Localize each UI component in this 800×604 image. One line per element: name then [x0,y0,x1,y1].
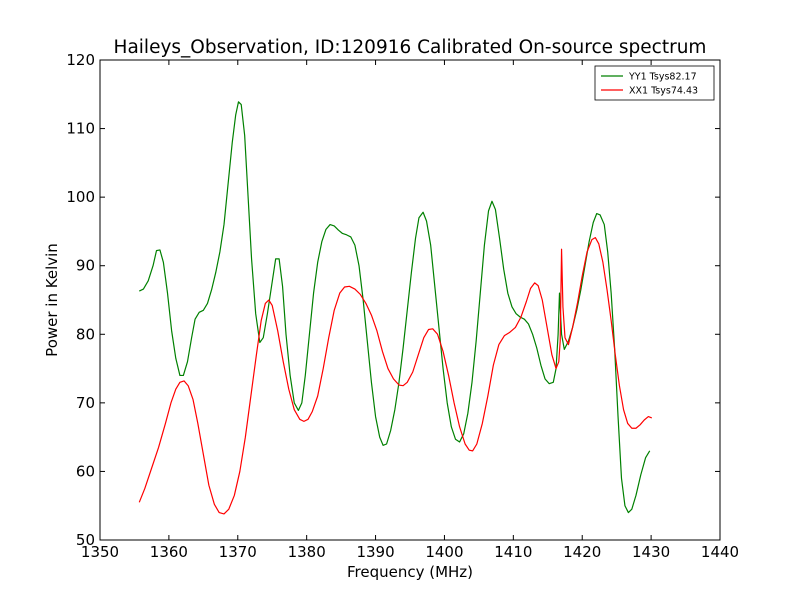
ticks-layer: 1350 1360 1370 1380 1390 1400 1410 1420 1430 1440… [66,51,739,561]
x-tick-label: 1390 [356,543,394,561]
y-tick-label: 80 [76,325,95,343]
y-tick-label: 60 [76,462,95,480]
x-tick-label: 1440 [701,543,739,561]
y-tick-label: 90 [76,257,95,275]
plot-frame [99,59,721,541]
x-tick-label: 1430 [632,543,670,561]
x-tick-label: 1420 [563,543,601,561]
x-axis-label: Frequency (MHz) [347,563,473,581]
legend-label-xx1: XX1 Tsys74.43 [629,86,698,97]
y-axis-label: Power in Kelvin [43,243,61,357]
y-tick-label: 120 [66,51,95,69]
chart-title: Haileys_Observation, ID:120916 Calibrate… [114,37,707,58]
x-tick-label: 1360 [150,543,188,561]
series-layer [138,101,653,515]
y-tick-label: 110 [66,120,95,138]
y-tick-label: 70 [76,394,95,412]
x-tick-label: 1350 [81,543,119,561]
x-tick-label: 1380 [288,543,326,561]
legend: YY1 Tsys82.17 XX1 Tsys74.43 [594,65,715,101]
series-line-yy1 [139,101,651,514]
x-tick-label: 1400 [425,543,463,561]
legend-box [594,65,715,101]
x-tick-label: 1410 [494,543,532,561]
series-line-xx1 [138,237,653,515]
y-tick-label: 100 [66,188,95,206]
x-tick-label: 1370 [219,543,257,561]
legend-label-yy1: YY1 Tsys82.17 [628,72,697,83]
y-tick-label: 50 [76,531,95,549]
